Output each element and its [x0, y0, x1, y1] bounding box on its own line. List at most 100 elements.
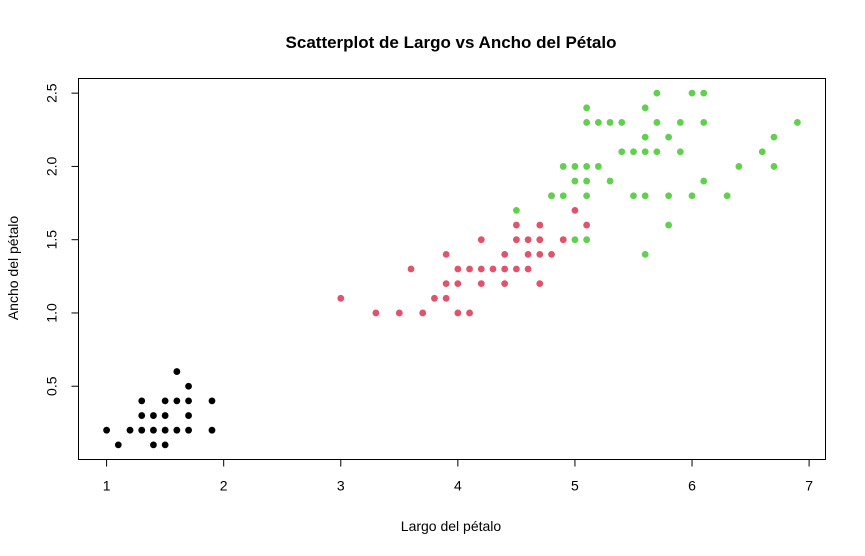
- data-point: [641, 133, 649, 141]
- data-point: [489, 265, 497, 273]
- data-point: [536, 250, 544, 258]
- data-point: [665, 133, 673, 141]
- y-axis-label: Ancho del pétalo: [5, 216, 21, 321]
- data-point: [477, 236, 485, 244]
- x-axis: 1 2 3 4 5 6 7: [103, 459, 813, 494]
- data-point: [477, 280, 485, 288]
- data-point: [512, 265, 520, 273]
- data-point: [700, 177, 708, 185]
- data-point: [208, 426, 216, 434]
- x-axis-label: Largo del pétalo: [401, 518, 502, 534]
- data-point: [185, 397, 192, 405]
- data-point: [606, 119, 614, 126]
- y-tick-label: 1.0: [44, 303, 60, 323]
- data-point: [641, 148, 649, 156]
- data-point: [571, 163, 579, 170]
- data-point: [173, 397, 181, 405]
- data-point: [395, 309, 403, 317]
- data-point: [723, 192, 731, 200]
- data-point: [583, 177, 591, 185]
- data-point: [641, 192, 649, 200]
- x-tick-label: 5: [571, 478, 579, 494]
- data-point: [150, 412, 157, 419]
- data-point: [583, 119, 591, 126]
- data-point: [676, 148, 684, 156]
- data-point: [454, 309, 462, 317]
- data-point: [594, 119, 602, 126]
- data-point: [477, 265, 485, 273]
- data-point: [161, 426, 169, 434]
- data-point: [583, 221, 591, 229]
- data-point: [161, 441, 169, 449]
- x-tick-label: 4: [454, 478, 462, 494]
- data-point: [185, 412, 192, 419]
- data-point: [442, 250, 450, 258]
- data-point: [173, 426, 181, 434]
- data-point: [173, 368, 181, 375]
- data-point: [501, 265, 509, 273]
- data-point: [454, 265, 462, 273]
- data-point: [559, 163, 567, 170]
- data-point: [536, 236, 544, 244]
- data-point: [559, 236, 567, 244]
- data-point: [161, 412, 169, 419]
- data-points: [103, 89, 801, 449]
- data-point: [653, 119, 661, 126]
- data-point: [583, 104, 591, 112]
- data-point: [676, 119, 684, 126]
- y-tick-label: 2.0: [44, 156, 60, 176]
- data-point: [524, 250, 532, 258]
- data-point: [641, 250, 649, 258]
- data-point: [630, 192, 637, 200]
- data-point: [571, 206, 579, 214]
- data-point: [548, 192, 555, 200]
- data-point: [512, 221, 520, 229]
- data-point: [150, 441, 157, 449]
- data-point: [512, 236, 520, 244]
- data-point: [524, 265, 532, 273]
- y-tick-label: 2.5: [44, 83, 60, 103]
- x-tick-label: 3: [337, 478, 345, 494]
- x-tick-label: 1: [103, 478, 111, 494]
- data-point: [548, 250, 555, 258]
- data-point: [583, 163, 591, 170]
- data-point: [103, 426, 111, 434]
- data-point: [419, 309, 427, 317]
- data-point: [630, 148, 637, 156]
- data-point: [653, 148, 661, 156]
- data-point: [735, 163, 743, 170]
- data-point: [571, 177, 579, 185]
- data-point: [770, 133, 778, 141]
- y-tick-label: 1.5: [44, 230, 60, 250]
- data-point: [466, 265, 473, 273]
- data-point: [138, 426, 146, 434]
- x-tick-label: 2: [220, 478, 228, 494]
- data-point: [150, 426, 157, 434]
- data-point: [536, 221, 544, 229]
- data-point: [688, 192, 696, 200]
- data-point: [442, 280, 450, 288]
- data-point: [524, 236, 532, 244]
- data-point: [618, 119, 626, 126]
- x-tick-label: 6: [688, 478, 696, 494]
- data-point: [185, 426, 192, 434]
- data-point: [618, 148, 626, 156]
- chart-title: Scatterplot de Largo vs Ancho del Pétalo: [286, 33, 617, 52]
- data-point: [431, 294, 438, 302]
- data-point: [208, 397, 216, 405]
- data-point: [583, 192, 591, 200]
- data-point: [185, 382, 192, 390]
- data-point: [454, 280, 462, 288]
- data-point: [466, 309, 473, 317]
- data-point: [793, 119, 801, 126]
- data-point: [536, 280, 544, 288]
- data-point: [770, 163, 778, 170]
- data-point: [337, 294, 345, 302]
- data-point: [372, 309, 380, 317]
- data-point: [606, 177, 614, 185]
- data-point: [700, 89, 708, 97]
- data-point: [161, 397, 169, 405]
- data-point: [407, 265, 415, 273]
- data-point: [138, 397, 146, 405]
